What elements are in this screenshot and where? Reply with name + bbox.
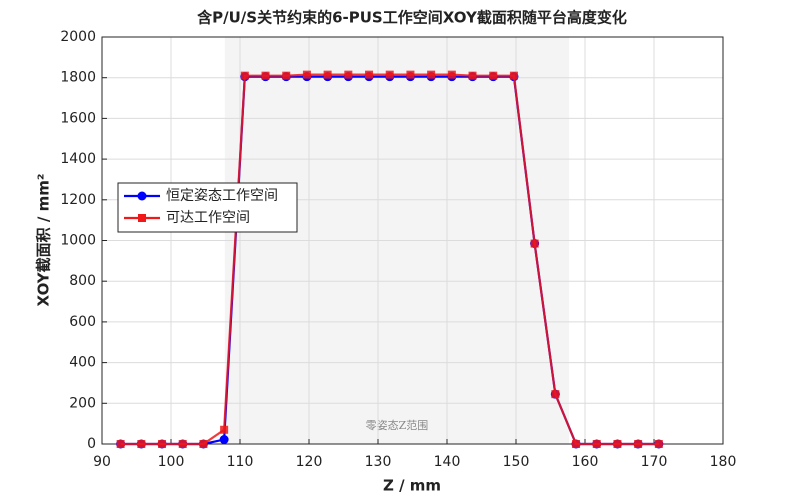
marker [240,71,249,80]
y-axis-label: XOY截面积 / mm² [35,174,53,307]
marker [468,71,477,80]
x-tick-label: 130 [365,454,392,470]
marker [158,440,167,448]
marker [282,71,291,80]
marker [489,71,498,80]
y-tick-label: 800 [69,273,96,289]
marker [592,440,601,448]
marker [137,440,146,448]
chart-title: 含P/U/S关节约束的6-PUS工作空间XOY截面积随平台高度变化 [197,9,627,27]
marker [406,70,415,79]
x-tick-label: 140 [434,454,461,470]
marker [551,390,560,399]
marker [572,440,581,448]
legend-box [117,182,298,233]
x-tick-label: 160 [572,454,599,470]
y-tick-label: 1800 [60,70,96,86]
legend-label: 恒定姿态工作空间 [166,188,278,204]
y-tick-label: 1600 [60,110,96,126]
marker [302,70,311,79]
marker [220,425,229,434]
marker [178,440,187,448]
y-tick-label: 1200 [60,192,96,208]
y-tick-label: 400 [69,355,96,371]
marker [116,440,125,448]
marker [530,239,539,248]
y-tick-label: 0 [87,436,96,452]
x-tick-label: 120 [296,454,323,470]
legend-label: 可达工作空间 [166,210,250,226]
x-tick-label: 180 [710,454,737,470]
marker [447,70,456,79]
marker [509,71,518,80]
plot-frame [101,36,724,445]
x-axis-label: Z / mm [383,477,441,495]
x-tick-label: 170 [641,454,668,470]
marker [365,70,374,79]
x-tick-label: 110 [227,454,254,470]
y-tick-label: 1000 [60,233,96,249]
marker [219,435,229,445]
marker [613,440,622,448]
marker [344,70,353,79]
legend-marker [137,191,147,201]
y-tick-label: 600 [69,314,96,330]
marker [385,70,394,79]
marker [634,440,643,448]
marker [427,70,436,79]
x-tick-label: 100 [158,454,185,470]
x-tick-label: 150 [503,454,530,470]
legend-marker [138,214,146,222]
shade-label: 零姿态Z范围 [366,418,429,432]
y-tick-label: 200 [69,395,96,411]
marker [199,440,208,448]
marker [323,70,332,79]
x-tick-label: 90 [93,454,111,470]
marker [261,71,270,80]
y-tick-label: 1400 [60,151,96,167]
marker [654,440,663,448]
y-tick-label: 2000 [60,29,96,45]
